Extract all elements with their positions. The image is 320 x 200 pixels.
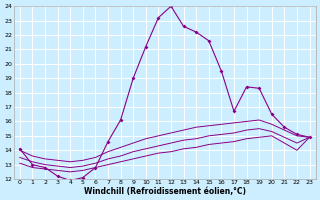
X-axis label: Windchill (Refroidissement éolien,°C): Windchill (Refroidissement éolien,°C) [84, 187, 246, 196]
